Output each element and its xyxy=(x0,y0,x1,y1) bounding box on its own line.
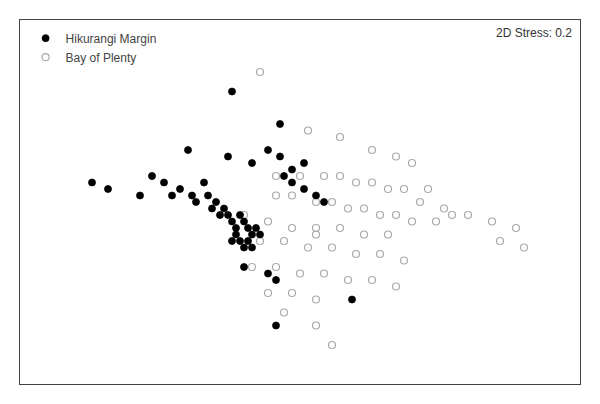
svg-text:Hikurangi Margin: Hikurangi Margin xyxy=(66,32,157,46)
svg-text:2D Stress: 0.2: 2D Stress: 0.2 xyxy=(496,26,572,40)
svg-text:Bay of Plenty: Bay of Plenty xyxy=(66,51,137,65)
